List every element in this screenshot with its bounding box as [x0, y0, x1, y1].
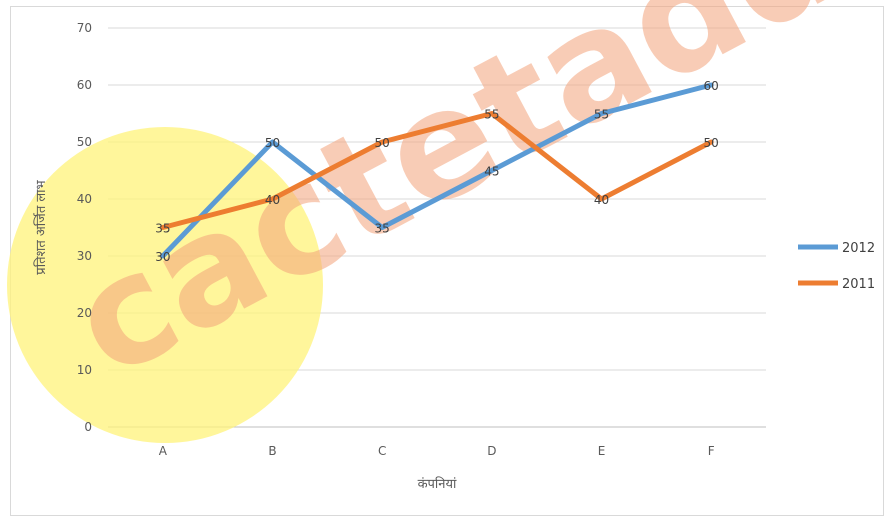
y-tick-label: 40 [77, 192, 92, 206]
axis-ticks: 0 10 20 30 40 50 60 70 A B C D E F [77, 21, 715, 458]
x-axis-title: कंपनियां [418, 476, 457, 492]
data-label-2012: 60 [704, 79, 719, 93]
data-label-2011: 35 [155, 222, 170, 236]
data-label-2011: 50 [375, 136, 390, 150]
y-tick-label: 20 [77, 306, 92, 320]
data-label-2012: 50 [265, 136, 280, 150]
y-tick-label: 50 [77, 135, 92, 149]
x-tick-label: F [708, 444, 715, 458]
x-tick-label: B [268, 444, 276, 458]
y-tick-label: 10 [77, 363, 92, 377]
y-tick-label: 30 [77, 249, 92, 263]
y-tick-label: 60 [77, 78, 92, 92]
data-label-2012: 35 [375, 222, 390, 236]
data-label-2011: 50 [704, 136, 719, 150]
x-tick-label: A [159, 444, 168, 458]
data-label-2012: 30 [155, 250, 170, 264]
series-lines [160, 82, 714, 259]
data-labels: 30 50 35 45 55 60 35 40 50 55 40 50 [155, 79, 719, 264]
data-label-2011: 55 [484, 108, 499, 122]
y-tick-label: 0 [84, 420, 92, 434]
legend-label-2011: 2011 [842, 277, 875, 292]
x-tick-label: C [378, 444, 386, 458]
series-line-2011 [160, 111, 714, 230]
x-tick-label: D [487, 444, 496, 458]
watermark: cactetadd [7, 0, 869, 443]
data-label-2012: 55 [594, 108, 609, 122]
watermark-text: cactetadd [45, 0, 869, 412]
legend-label-2012: 2012 [842, 241, 875, 256]
series-line-2012 [160, 82, 714, 259]
legend: 2012 2011 [798, 241, 875, 292]
data-label-2011: 40 [265, 193, 280, 207]
y-axis-title: प्रतिशत अर्जित लाभ [33, 179, 49, 274]
x-tick-label: E [598, 444, 606, 458]
y-tick-label: 70 [77, 21, 92, 35]
data-label-2012: 45 [484, 165, 499, 179]
data-label-2011: 40 [594, 193, 609, 207]
